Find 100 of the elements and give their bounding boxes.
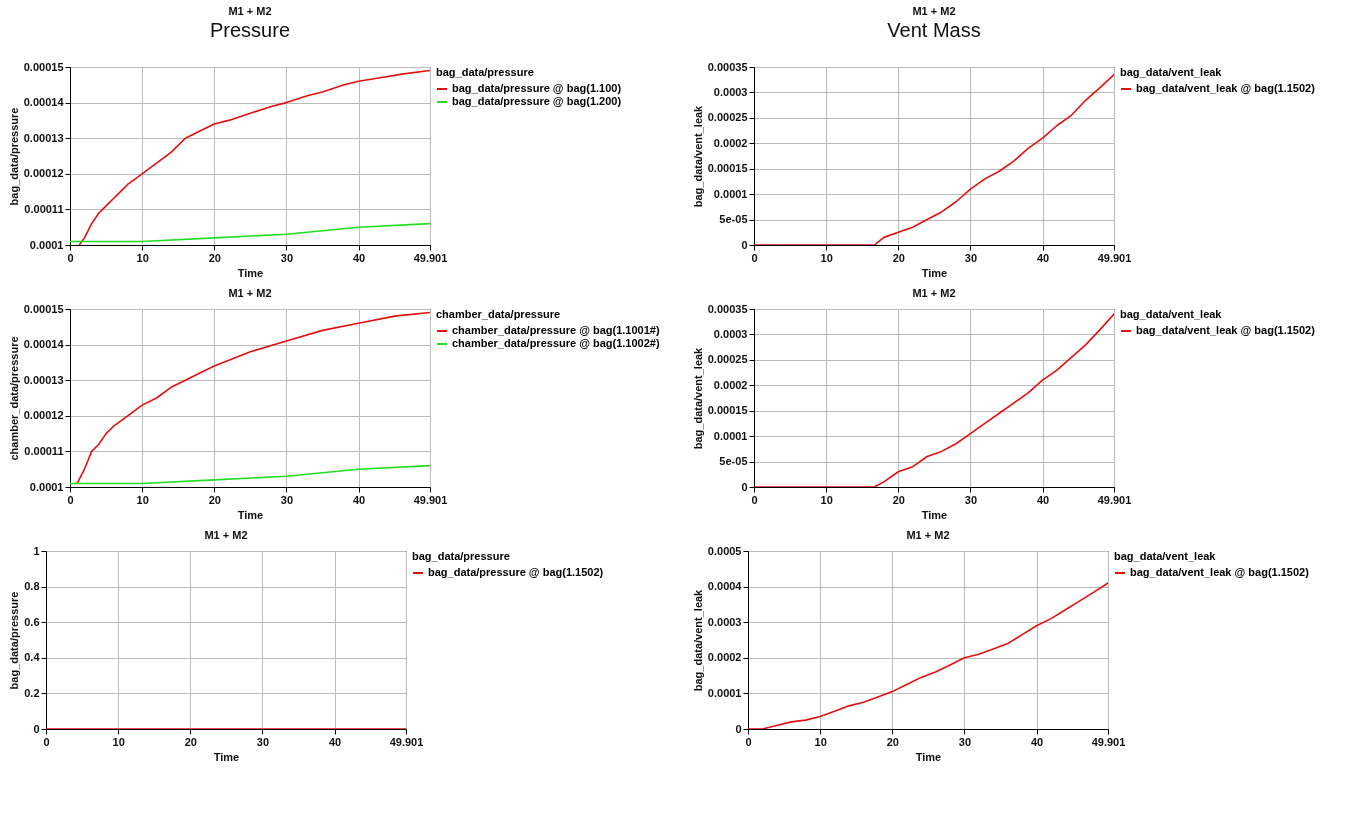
x-tick-label: 40 — [328, 735, 342, 748]
legend-label: chamber_data/pressure @ bag(1.1002#) — [452, 337, 660, 349]
legend-label: bag_data/vent_leak @ bag(1.1502) — [1130, 566, 1310, 578]
x-tick-label: 40 — [1036, 251, 1050, 264]
y-tick-label: 0.0003 — [713, 85, 748, 98]
y-tick-label: 0.00011 — [24, 444, 64, 457]
legend-title: bag_data/pressure — [436, 66, 534, 78]
y-tick-label: 0.00011 — [24, 202, 64, 215]
x-tick-label: 10 — [820, 251, 833, 264]
y-tick-label: 0.0002 — [713, 378, 748, 391]
y-tick-label: 0 — [735, 722, 742, 735]
x-tick-label: 30 — [964, 251, 978, 264]
x-tick-label: 40 — [1030, 735, 1044, 748]
y-tick-label: 0.00035 — [707, 60, 748, 73]
y-axis-title: chamber_data/pressure — [7, 336, 20, 461]
x-tick-label: 10 — [814, 735, 827, 748]
x-tick-label: 49.901 — [1091, 735, 1126, 748]
chart-title: M1 + M2 — [204, 529, 248, 541]
y-tick-label: 0.00015 — [707, 162, 748, 175]
x-tick-label: 30 — [280, 251, 294, 264]
y-tick-label: 0 — [741, 238, 748, 251]
x-tick-label: 0 — [751, 493, 758, 506]
y-tick-label: 0.00012 — [23, 409, 64, 422]
y-tick-label: 5e-05 — [719, 455, 748, 468]
y-tick-label: 0.00013 — [23, 131, 64, 144]
y-tick-label: 0.00025 — [707, 111, 748, 124]
line-series — [74, 311, 430, 485]
x-tick-label: 49.901 — [389, 735, 424, 748]
y-tick-label: 0.00013 — [23, 373, 64, 386]
legend-label: bag_data/pressure @ bag(1.1502) — [428, 566, 604, 578]
y-tick-label: 0.00015 — [23, 60, 64, 73]
x-tick-label: 49.901 — [413, 251, 448, 264]
x-tick-label: 0 — [751, 251, 758, 264]
y-tick-label: 0.00015 — [707, 404, 748, 417]
y-tick-label: 0.6 — [24, 615, 40, 628]
legend-label: chamber_data/pressure @ bag(1.1001#) — [452, 324, 660, 336]
x-tick-label: 10 — [136, 251, 149, 264]
y-tick-label: 0.0004 — [707, 580, 743, 593]
x-tick-label: 20 — [184, 735, 197, 748]
y-tick-label: 0 — [33, 722, 40, 735]
chart-title: M1 + M2 — [906, 529, 950, 541]
x-axis-title: Time — [213, 750, 240, 763]
y-axis-title: bag_data/pressure — [8, 591, 21, 690]
y-tick-label: 0.0002 — [707, 651, 742, 664]
text: Vent Mass — [887, 19, 981, 41]
x-tick-label: 20 — [886, 735, 899, 748]
y-tick-label: 0.2 — [24, 686, 40, 699]
legend-title: bag_data/vent_leak — [1120, 66, 1223, 78]
x-tick-label: 20 — [892, 493, 905, 506]
legend-label: bag_data/pressure @ bag(1.100) — [452, 82, 622, 94]
y-tick-label: 0.00014 — [23, 338, 65, 351]
legend-title: bag_data/vent_leak — [1114, 550, 1217, 562]
y-tick-label: 5e-05 — [719, 213, 748, 226]
chart-title: M1 + M2 — [228, 287, 272, 299]
y-tick-label: 0.00012 — [23, 167, 64, 180]
x-tick-label: 40 — [1036, 493, 1050, 506]
y-tick-label: 0.0002 — [713, 136, 748, 149]
y-tick-label: 0.0003 — [713, 327, 748, 340]
x-tick-label: 20 — [892, 251, 905, 264]
x-tick-label: 40 — [352, 251, 366, 264]
y-tick-label: 0.0001 — [29, 480, 64, 493]
y-tick-label: 0.00014 — [23, 96, 65, 109]
y-tick-label: 1 — [33, 544, 40, 557]
x-tick-label: 30 — [256, 735, 270, 748]
x-tick-label: 30 — [280, 493, 294, 506]
y-tick-label: 0.0001 — [29, 238, 64, 251]
y-axis-title: bag_data/pressure — [7, 107, 20, 206]
y-tick-label: 0.00025 — [707, 353, 748, 366]
legend-title: bag_data/vent_leak — [1120, 308, 1223, 320]
x-tick-label: 0 — [67, 251, 74, 264]
y-axis-title: bag_data/vent_leak — [691, 104, 704, 208]
y-tick-label: 0.0001 — [713, 187, 748, 200]
x-axis-title: Time — [915, 750, 942, 763]
x-tick-label: 49.901 — [1097, 251, 1132, 264]
y-tick-label: 0 — [741, 480, 748, 493]
legend-label: bag_data/vent_leak @ bag(1.1502) — [1136, 82, 1316, 94]
y-axis-title: bag_data/vent_leak — [691, 346, 704, 450]
x-tick-label: 10 — [820, 493, 833, 506]
y-tick-label: 0.00035 — [707, 302, 748, 315]
x-tick-label: 40 — [352, 493, 366, 506]
y-tick-label: 0.0001 — [713, 429, 748, 442]
legend-title: bag_data/pressure — [412, 550, 510, 562]
y-tick-label: 0.4 — [24, 651, 41, 664]
x-tick-label: 20 — [208, 251, 221, 264]
chart-title: M1 + M2 — [912, 287, 956, 299]
legend-label: bag_data/vent_leak @ bag(1.1502) — [1136, 324, 1316, 336]
y-axis-title: bag_data/vent_leak — [691, 588, 704, 692]
x-tick-label: 0 — [67, 493, 74, 506]
y-tick-label: 0.0005 — [707, 544, 742, 557]
y-tick-label: 0.0001 — [707, 686, 742, 699]
chart-title: M1 + M2 — [912, 5, 956, 17]
chart-title: M1 + M2 — [228, 5, 272, 17]
x-tick-label: 30 — [958, 735, 972, 748]
x-axis-title: Time — [237, 508, 264, 521]
text: Pressure — [209, 19, 291, 41]
x-tick-label: 20 — [208, 493, 221, 506]
x-tick-label: 10 — [112, 735, 125, 748]
x-tick-label: 49.901 — [1097, 493, 1132, 506]
y-tick-label: 0.8 — [24, 580, 40, 593]
x-axis-title: Time — [921, 266, 948, 279]
